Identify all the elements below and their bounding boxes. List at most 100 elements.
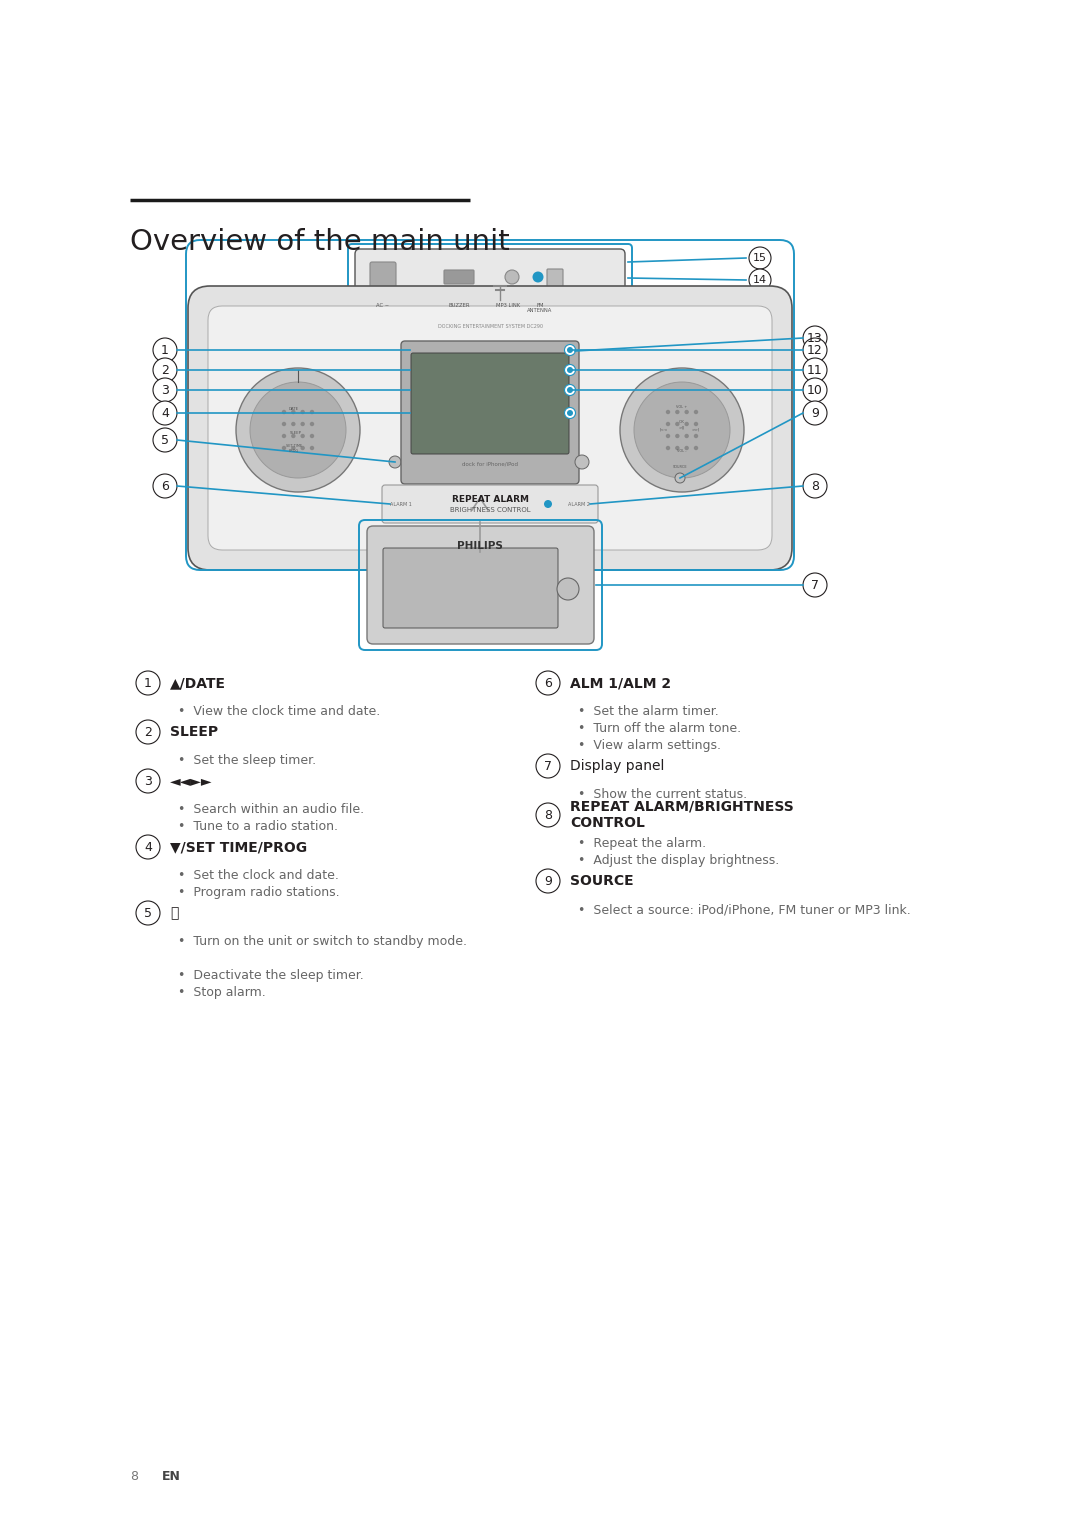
Text: 3: 3 <box>161 384 168 396</box>
Text: •  Turn off the alarm tone.: • Turn off the alarm tone. <box>578 723 741 735</box>
Text: BRIGHTNESS CONTROL: BRIGHTNESS CONTROL <box>449 507 530 513</box>
Text: VOL -: VOL - <box>677 449 687 452</box>
Text: 2: 2 <box>161 364 168 376</box>
FancyBboxPatch shape <box>546 269 563 287</box>
Circle shape <box>693 434 698 439</box>
Circle shape <box>153 377 177 402</box>
Text: 12: 12 <box>807 344 823 356</box>
Text: REPEAT ALARM/BRIGHTNESS
CONTROL: REPEAT ALARM/BRIGHTNESS CONTROL <box>570 799 794 830</box>
Circle shape <box>634 382 730 478</box>
Text: EN: EN <box>162 1470 180 1482</box>
Text: 8: 8 <box>544 808 552 822</box>
Circle shape <box>300 446 305 451</box>
Circle shape <box>407 387 413 393</box>
Circle shape <box>536 671 561 695</box>
Circle shape <box>544 500 552 507</box>
Circle shape <box>675 434 679 439</box>
Text: ALARM 1: ALARM 1 <box>390 501 411 506</box>
Circle shape <box>407 437 413 443</box>
Circle shape <box>675 410 679 414</box>
Text: VOL +: VOL + <box>676 405 688 410</box>
Circle shape <box>282 446 286 451</box>
Text: •  Turn on the unit or switch to standby mode.: • Turn on the unit or switch to standby … <box>178 935 467 947</box>
Text: >>|: >>| <box>692 426 700 431</box>
Circle shape <box>567 387 573 393</box>
Circle shape <box>153 358 177 382</box>
Circle shape <box>407 347 413 353</box>
Text: 10: 10 <box>807 384 823 396</box>
FancyBboxPatch shape <box>370 261 396 292</box>
Text: 13: 13 <box>807 332 823 344</box>
Circle shape <box>310 446 314 451</box>
Circle shape <box>292 434 296 439</box>
Text: 5: 5 <box>144 906 152 920</box>
Text: 6: 6 <box>544 677 552 689</box>
Circle shape <box>693 422 698 426</box>
Text: •  Show the current status.: • Show the current status. <box>578 788 747 801</box>
Text: 9: 9 <box>544 874 552 888</box>
Text: 5: 5 <box>161 434 168 446</box>
Circle shape <box>685 446 689 451</box>
Circle shape <box>750 269 771 290</box>
Text: 6: 6 <box>161 480 168 492</box>
Circle shape <box>300 422 305 426</box>
Text: 3: 3 <box>144 775 152 787</box>
Text: ALM 1/ALM 2: ALM 1/ALM 2 <box>570 675 671 691</box>
Circle shape <box>237 368 360 492</box>
Text: •  Select a source: iPod/iPhone, FM tuner or MP3 link.: • Select a source: iPod/iPhone, FM tuner… <box>578 903 910 915</box>
Text: DATE: DATE <box>289 406 299 411</box>
Text: OK
>||: OK >|| <box>679 420 685 429</box>
Text: •  Set the clock and date.: • Set the clock and date. <box>178 869 339 882</box>
Circle shape <box>136 769 160 793</box>
Circle shape <box>136 671 160 695</box>
Text: •  Program radio stations.: • Program radio stations. <box>178 886 339 898</box>
Text: 8: 8 <box>811 480 819 492</box>
Circle shape <box>665 410 671 414</box>
Text: ▲/DATE: ▲/DATE <box>170 675 226 691</box>
Circle shape <box>565 344 576 356</box>
Circle shape <box>505 270 519 284</box>
Text: ◄◄►►: ◄◄►► <box>170 775 213 788</box>
Text: ALARM 2: ALARM 2 <box>568 501 590 506</box>
Text: ⏻: ⏻ <box>170 906 178 920</box>
Circle shape <box>536 869 561 892</box>
Text: •  Search within an audio file.: • Search within an audio file. <box>178 804 364 816</box>
Text: MP3 LINK: MP3 LINK <box>496 303 521 309</box>
Text: 15: 15 <box>753 254 767 263</box>
Circle shape <box>153 338 177 362</box>
Text: |<<: |<< <box>660 426 669 431</box>
Circle shape <box>685 434 689 439</box>
Circle shape <box>407 410 413 416</box>
Circle shape <box>282 434 286 439</box>
Circle shape <box>675 446 679 451</box>
Circle shape <box>620 368 744 492</box>
Circle shape <box>567 347 575 354</box>
Circle shape <box>685 422 689 426</box>
Text: AC ~: AC ~ <box>377 303 390 309</box>
FancyBboxPatch shape <box>444 270 474 284</box>
Text: 7: 7 <box>811 579 819 591</box>
Circle shape <box>675 422 679 426</box>
Circle shape <box>750 248 771 269</box>
Circle shape <box>300 410 305 414</box>
Circle shape <box>665 446 671 451</box>
Text: 4: 4 <box>161 406 168 420</box>
Circle shape <box>804 325 827 350</box>
Circle shape <box>804 573 827 597</box>
Text: SLEEP: SLEEP <box>291 431 302 435</box>
Circle shape <box>310 434 314 439</box>
Circle shape <box>804 338 827 362</box>
Text: •  Set the sleep timer.: • Set the sleep timer. <box>178 753 316 767</box>
Circle shape <box>565 365 576 376</box>
Circle shape <box>693 446 698 451</box>
Text: Overview of the main unit: Overview of the main unit <box>130 228 510 257</box>
Text: 11: 11 <box>807 364 823 376</box>
Circle shape <box>536 753 561 778</box>
Circle shape <box>565 408 576 419</box>
Text: •  Adjust the display brightness.: • Adjust the display brightness. <box>578 854 780 866</box>
Text: 9: 9 <box>811 406 819 420</box>
Text: •  Stop alarm.: • Stop alarm. <box>178 986 266 999</box>
Text: SOURCE: SOURCE <box>673 465 687 469</box>
Circle shape <box>292 446 296 451</box>
Circle shape <box>685 410 689 414</box>
